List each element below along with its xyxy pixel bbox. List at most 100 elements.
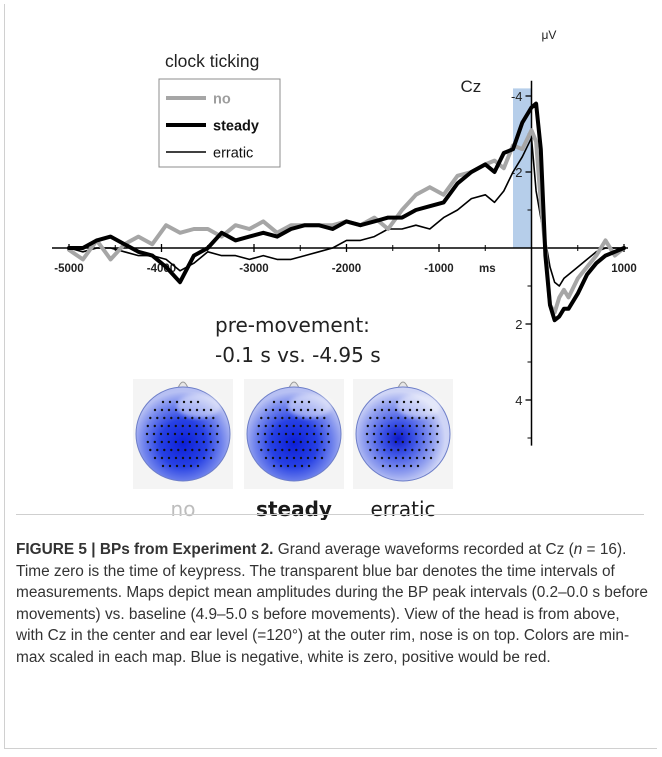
electrode-dot — [313, 408, 317, 412]
electrode-dot — [145, 432, 149, 436]
head-highlight — [397, 394, 441, 418]
legend-label-no: no — [213, 92, 231, 108]
electrode-dot — [320, 408, 324, 412]
electrode-dot — [278, 440, 281, 444]
electrode-dot — [432, 416, 435, 420]
electrode-dot — [383, 448, 386, 452]
electrode-dot — [177, 416, 180, 420]
electrode-dot — [156, 416, 159, 420]
electrode-dot — [429, 408, 433, 412]
electrode-dot — [174, 456, 178, 460]
electrode-dot — [418, 448, 421, 452]
electrode-dot — [313, 456, 317, 460]
electrode-dot — [387, 456, 391, 460]
electrode-dot — [320, 440, 323, 444]
electrode-dot — [436, 440, 439, 444]
electrode-dot — [174, 408, 178, 412]
topo-title-line-2: -0.1 s vs. -4.95 s — [215, 343, 381, 367]
electrode-dot — [152, 432, 156, 436]
x-tick-label: -2000 — [332, 263, 361, 275]
electrode-dot — [189, 400, 193, 404]
electrode-dot — [432, 448, 435, 452]
figure-caption: FIGURE 5 | BPs from Experiment 2. Grand … — [16, 539, 648, 669]
electrode-dot — [267, 448, 270, 452]
electrode-dot — [205, 416, 208, 420]
electrode-dot — [205, 448, 208, 452]
caption-text-2: = 16). Time zero is the time of keypress… — [16, 541, 648, 666]
electrode-dot — [160, 424, 163, 428]
electrode-dot — [279, 464, 283, 468]
electrode-dot — [380, 456, 384, 460]
electrode-dot — [292, 440, 295, 444]
electrode-dot — [161, 464, 165, 468]
electrode-dot — [202, 424, 205, 428]
electrode-dot — [212, 416, 215, 420]
electrode-dot — [153, 408, 157, 412]
electrode-dot — [373, 456, 377, 460]
electrode-dot — [188, 424, 191, 428]
electrode-dot — [373, 424, 376, 428]
electrode-dot — [293, 464, 297, 468]
electrode-dot — [393, 432, 397, 436]
topo-map-no — [133, 379, 233, 489]
x-tick-label: -3000 — [239, 263, 268, 275]
electrode-dot — [366, 440, 369, 444]
electrode-dot — [415, 456, 419, 460]
electrode-dot — [153, 424, 156, 428]
figure-frame — [4, 4, 657, 749]
electrode-dot — [388, 400, 392, 404]
electrode-dot — [373, 440, 376, 444]
electrode-dot — [302, 416, 305, 420]
electrode-dot — [306, 440, 309, 444]
electrode-dot — [267, 416, 270, 420]
electrode-dot — [202, 440, 205, 444]
electrode-dot — [177, 448, 180, 452]
electrode-dot — [415, 424, 418, 428]
electrode-dot — [295, 448, 298, 452]
electrode-dot — [422, 456, 426, 460]
electrode-dot — [436, 424, 439, 428]
topo-map-label-erratic: erratic — [370, 497, 435, 520]
electrode-dot — [411, 416, 414, 420]
electrode-dot — [292, 424, 295, 428]
electrode-dot — [409, 400, 413, 404]
electrode-dot — [195, 440, 198, 444]
electrode-dot — [274, 416, 277, 420]
electrode-dot — [401, 456, 405, 460]
electrode-dot — [394, 440, 397, 444]
topo-map-label-steady: steady — [256, 497, 332, 520]
electrode-dot — [286, 464, 290, 468]
electrode-dot — [422, 440, 425, 444]
electrode-dot — [316, 448, 319, 452]
topo-map-label-no: no — [171, 497, 196, 520]
electrode-dot — [408, 456, 412, 460]
electrode-dot — [320, 424, 323, 428]
y-tick-label: 2 — [515, 317, 522, 332]
electrode-dot — [309, 416, 312, 420]
y-axis-unit: μV — [542, 28, 557, 42]
electrode-dot — [196, 464, 200, 468]
electrode-dot — [323, 416, 326, 420]
y-tick-label: 4 — [515, 393, 522, 408]
electrode-dot — [174, 424, 177, 428]
electrode-dot — [429, 456, 433, 460]
series-layer — [67, 101, 626, 323]
electrode-dot — [201, 432, 205, 436]
electrode-dot — [278, 424, 281, 428]
legend-label-erratic: erratic — [213, 146, 253, 162]
electrode-dot — [316, 416, 319, 420]
electrode-dot — [271, 424, 274, 428]
topo-map-erratic — [353, 379, 453, 489]
electrode-dot — [422, 424, 425, 428]
electrode-dot — [195, 424, 198, 428]
electrode-dot — [394, 456, 398, 460]
electrode-dot — [326, 432, 330, 436]
electrode-dot — [421, 432, 425, 436]
electrode-dot — [320, 456, 324, 460]
electrode-dot — [366, 424, 369, 428]
electrode-dot — [387, 408, 391, 412]
electrode-dot — [160, 408, 164, 412]
electrode-dot — [284, 432, 288, 436]
electrode-dot — [425, 448, 428, 452]
electrode-dot — [291, 432, 295, 436]
